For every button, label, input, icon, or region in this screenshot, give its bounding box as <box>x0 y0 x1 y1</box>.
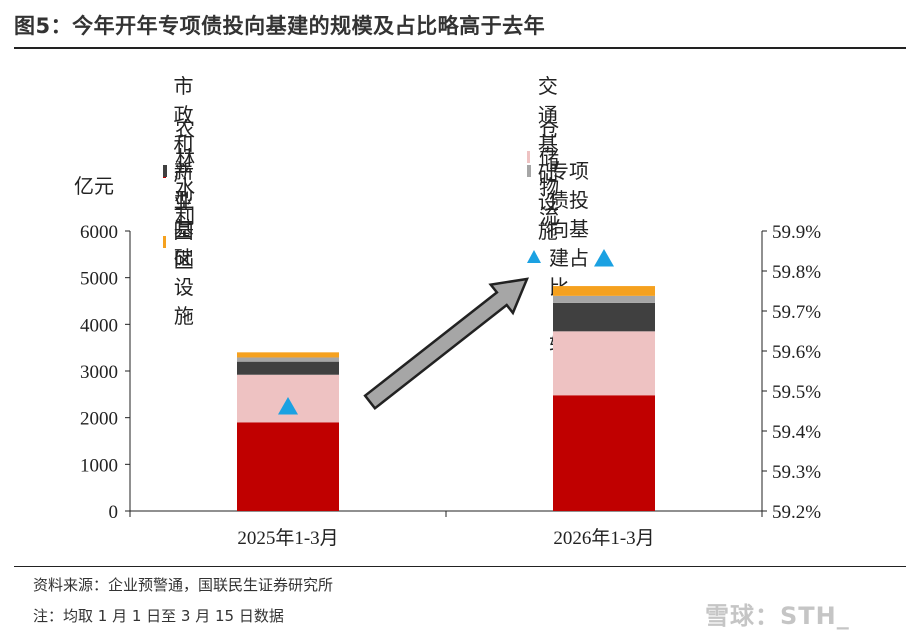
legend-item-municipal: 市政和产业园区 <box>163 70 203 273</box>
legend-swatch-water <box>163 165 168 177</box>
bar-segment-4-0 <box>237 352 339 358</box>
share-marker-1 <box>594 249 614 267</box>
y-left-unit: 亿元 <box>74 174 114 198</box>
y-right-tick-label: 59.5% <box>772 382 821 403</box>
chart-title: 图5：今年开年专项债投向基建的规模及占比略高于去年 <box>14 14 546 38</box>
bar-segment-2-0 <box>237 361 339 375</box>
y-right-tick-label: 59.8% <box>772 262 821 283</box>
legend-swatch-logistics <box>527 165 532 177</box>
footer-rule <box>14 566 906 567</box>
legend-label-water: 农林水利 <box>175 117 196 228</box>
legend-label-transport: 交通基础设施 <box>537 74 558 243</box>
legend-swatch-new-infra <box>163 236 166 248</box>
y-left-tick-label: 3000 <box>80 362 118 383</box>
x-tick-label: 2026年1-3月 <box>553 527 654 549</box>
y-left-tick-label: 0 <box>109 502 119 523</box>
note-text: 注：均取 1 月 1 日至 3 月 15 日数据 <box>33 607 284 625</box>
source-text: 资料来源：企业预警通，国联民生证券研究所 <box>33 576 334 594</box>
y-right-tick-label: 59.6% <box>772 342 821 363</box>
y-left-tick-label: 4000 <box>80 315 118 336</box>
y-right-tick-label: 59.9% <box>772 222 821 243</box>
legend-swatch-transport <box>527 151 530 163</box>
bar-segment-1-1 <box>553 331 655 396</box>
bar-segment-2-1 <box>553 302 655 332</box>
y-right-tick-label: 59.4% <box>772 422 821 443</box>
bar-segment-0-0 <box>237 422 339 511</box>
legend-item-water: 农林水利 <box>163 113 203 229</box>
y-right-tick-label: 59.7% <box>772 302 821 323</box>
y-right-tick-label: 59.2% <box>772 502 821 523</box>
bar-segment-3-1 <box>553 295 655 303</box>
title-rule <box>14 47 906 49</box>
y-left-tick-label: 5000 <box>80 269 118 290</box>
bar-segment-0-1 <box>553 395 655 511</box>
bar-segment-3-0 <box>237 357 339 362</box>
legend-item-logistics: 仓储物流 <box>527 113 567 229</box>
legend-label-logistics: 仓储物流 <box>539 117 560 228</box>
legend-label-municipal: 市政和产业园区 <box>173 74 194 272</box>
trend-arrow <box>363 277 530 411</box>
x-tick-label: 2025年1-3月 <box>237 527 338 549</box>
legend-triangle-icon <box>527 250 541 263</box>
watermark: 雪球：STH_ <box>705 602 850 630</box>
y-left-tick-label: 1000 <box>80 455 118 476</box>
legend-item-new-infra: 新型基础设施 <box>163 155 203 329</box>
legend-label-new-infra: 新型基础设施 <box>173 159 194 328</box>
share-marker-0 <box>278 397 298 415</box>
bar-segment-4-1 <box>553 286 655 296</box>
y-right-tick-label: 59.3% <box>772 462 821 483</box>
legend-item-transport: 交通基础设施 <box>527 70 567 244</box>
y-left-tick-label: 6000 <box>80 222 118 243</box>
y-left-tick-label: 2000 <box>80 409 118 430</box>
